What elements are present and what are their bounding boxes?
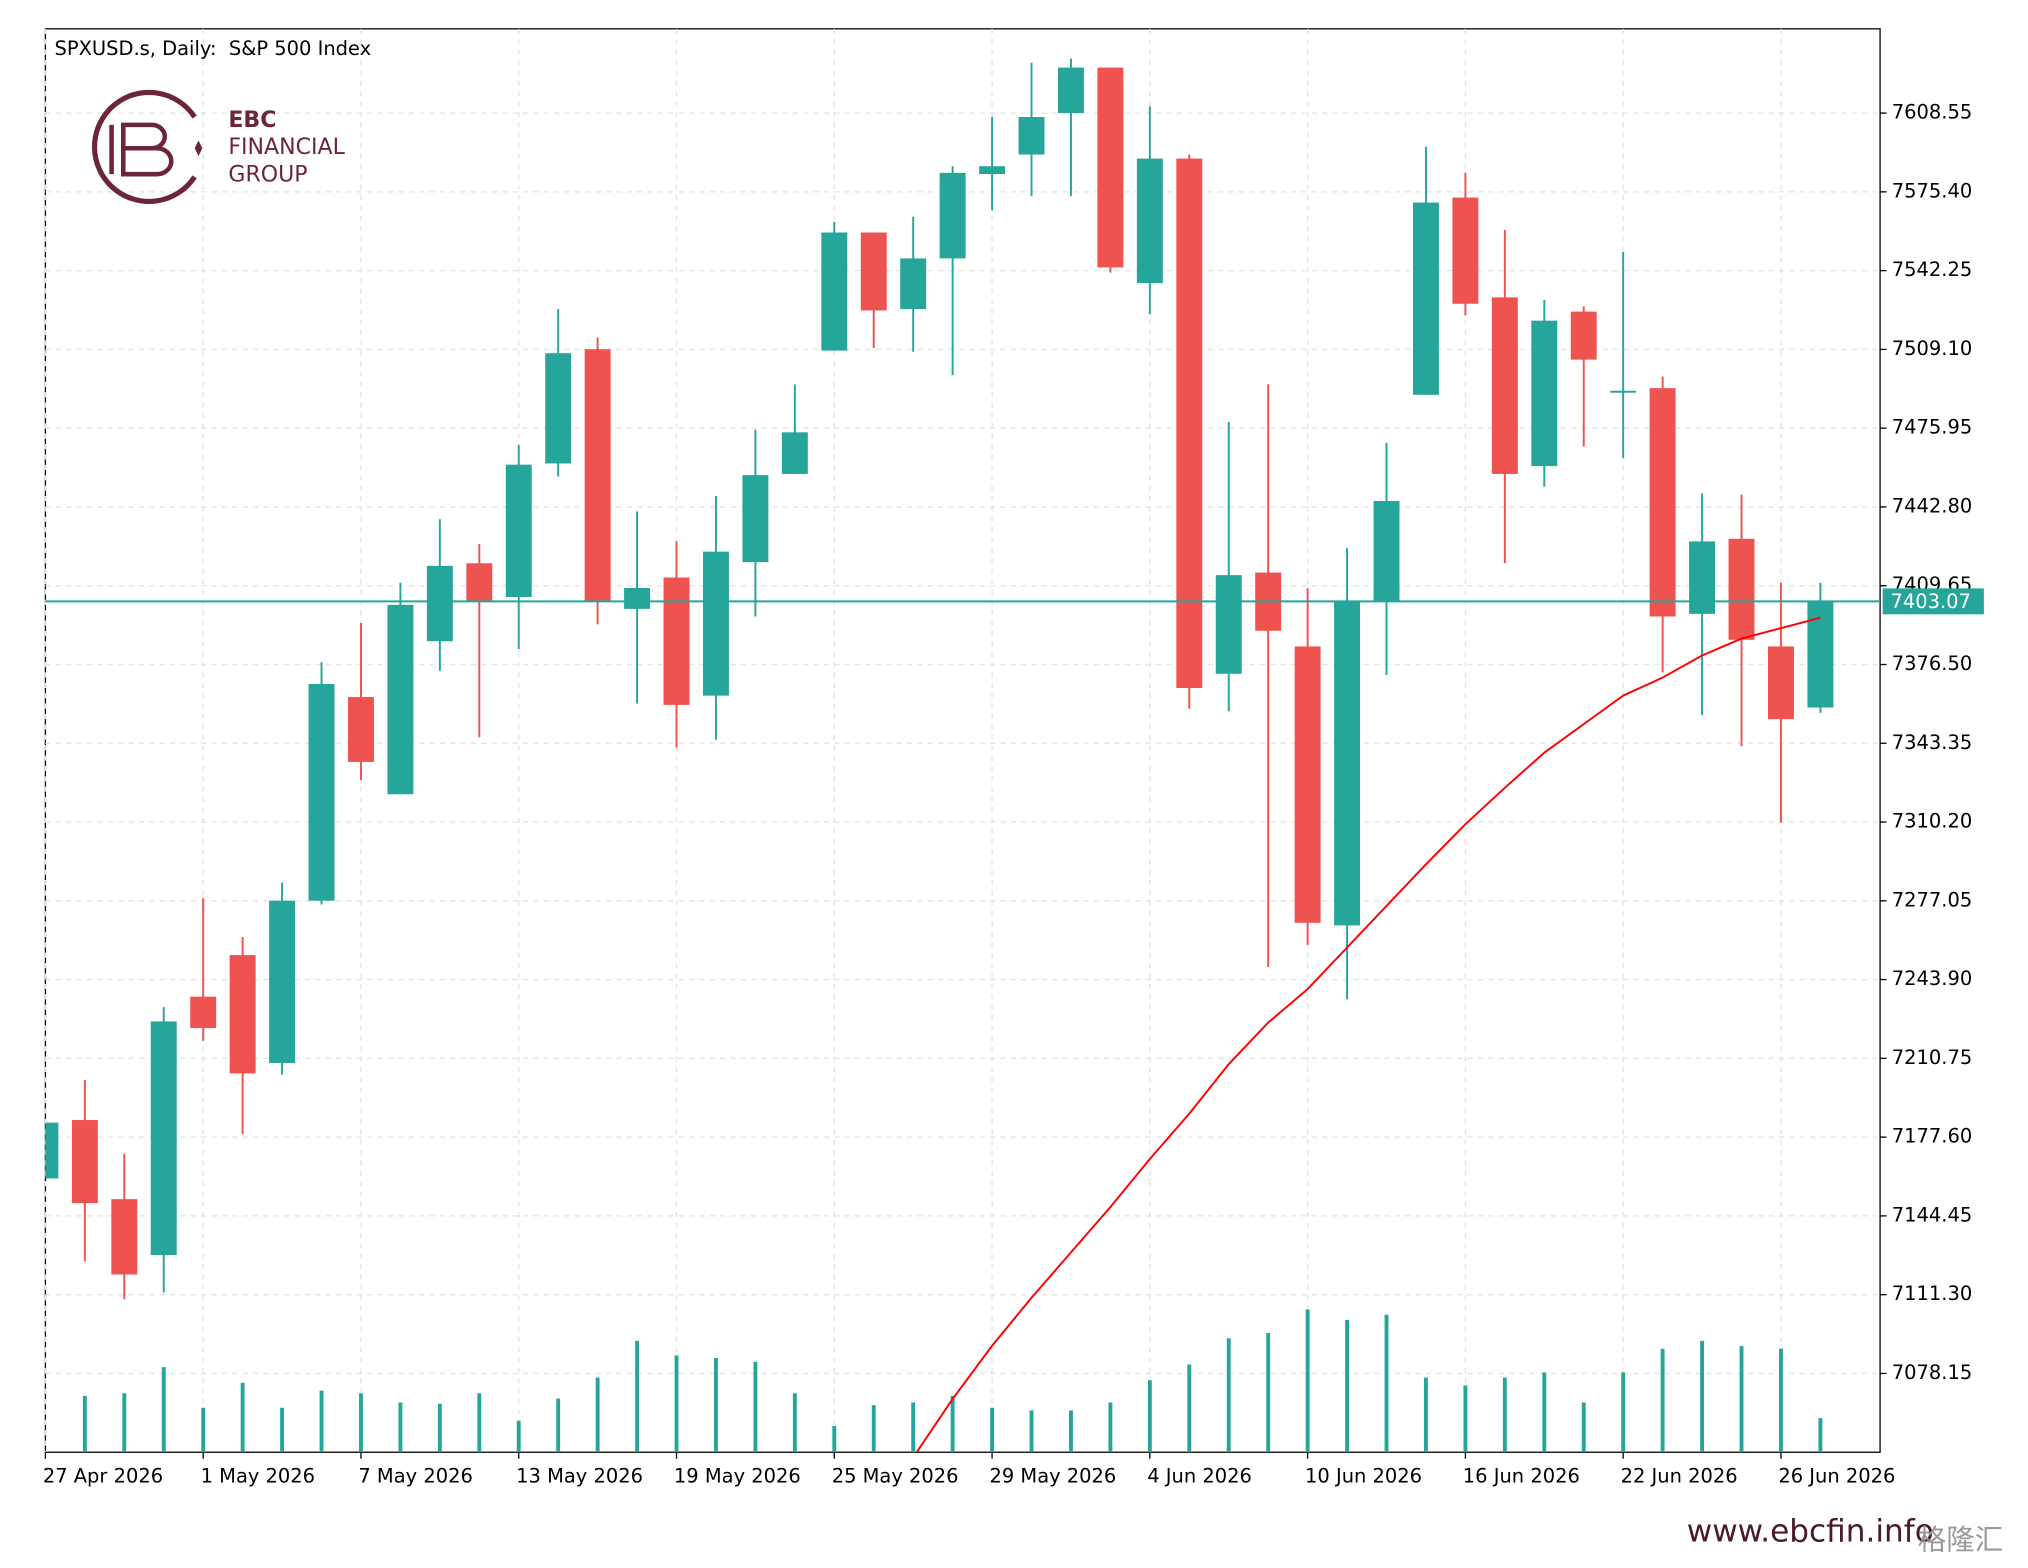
y-tick-label: 7509.10: [1892, 337, 1972, 360]
x-tick-label: 26 Jun 2026: [1778, 1464, 1895, 1487]
candle-body: [45, 1122, 59, 1179]
y-tick-label: 7277.05: [1892, 888, 1972, 911]
logo-b: [109, 122, 174, 177]
chart-title: SPXUSD.s, Daily: S&P 500 Index: [54, 37, 371, 60]
candle-body: [781, 432, 808, 474]
moving-average: [915, 616, 1821, 1453]
candle-body: [229, 955, 256, 1074]
candle-body: [1807, 601, 1834, 708]
candle-body: [1176, 158, 1203, 689]
x-tick-label: 7 May 2026: [358, 1464, 472, 1487]
y-tick-label: 7243.90: [1892, 967, 1972, 990]
candle-body: [979, 166, 1006, 175]
watermark-source: 格隆汇: [1918, 1524, 2004, 1557]
y-tick-label: 7210.75: [1892, 1046, 1972, 1069]
candle-body: [1610, 390, 1637, 393]
candle-body: [111, 1199, 138, 1275]
y-tick-label: 7310.20: [1892, 810, 1972, 833]
candle-body: [1097, 67, 1124, 268]
y-tick-label: 7575.40: [1892, 179, 1972, 202]
y-tick-label: 7177.60: [1892, 1125, 1972, 1148]
watermark-url: www.ebcfin.info: [1687, 1514, 1934, 1550]
logo-text: GROUP: [228, 162, 307, 187]
candle-body: [663, 577, 690, 705]
logo: EBC FINANCIAL GROUP: [91, 89, 346, 205]
candle-body: [1215, 575, 1242, 674]
candle-body: [860, 232, 887, 311]
x-tick-label: 4 Jun 2026: [1147, 1464, 1252, 1487]
candle-body: [742, 475, 769, 563]
candle-body: [702, 551, 729, 696]
y-tick-label: 7343.35: [1892, 731, 1972, 754]
x-tick-label: 27 Apr 2026: [43, 1464, 163, 1487]
candle-body: [584, 349, 611, 602]
y-tick-label: 7144.45: [1892, 1203, 1972, 1226]
candle-body: [1057, 67, 1084, 114]
x-tick-label: 22 Jun 2026: [1621, 1464, 1738, 1487]
candle-body: [939, 172, 966, 259]
x-tick-label: 29 May 2026: [989, 1464, 1116, 1487]
candle-body: [1531, 320, 1558, 467]
y-tick-label: 7078.15: [1892, 1361, 1972, 1384]
candle-body: [347, 697, 374, 762]
x-tick-label: 25 May 2026: [832, 1464, 959, 1487]
candle-body: [71, 1120, 98, 1204]
logo-ring: [91, 89, 197, 205]
candle-body: [1728, 538, 1755, 640]
y-tick-label: 7475.95: [1892, 416, 1972, 439]
candle-body: [900, 258, 927, 310]
candle-body: [1491, 297, 1518, 474]
candle-body: [1412, 202, 1439, 395]
candle-body: [1452, 197, 1479, 304]
candle-body: [1570, 311, 1597, 360]
x-tick-label: 1 May 2026: [201, 1464, 315, 1487]
candle-body: [426, 565, 453, 642]
candle-body: [1334, 601, 1361, 926]
y-tick-label: 7442.80: [1892, 494, 1972, 517]
candle-body: [150, 1021, 177, 1255]
candle-body: [1767, 646, 1794, 720]
y-tick-label: 7111.30: [1892, 1282, 1972, 1305]
candle-body: [545, 353, 572, 464]
candle-body: [1373, 501, 1400, 602]
last-price-box: [1882, 588, 1984, 615]
last-price-label: 7403.07: [1890, 590, 1970, 613]
logo-star: [194, 140, 203, 157]
candle-body: [624, 587, 651, 609]
logo-text: FINANCIAL: [228, 135, 345, 160]
candle-body: [1136, 158, 1163, 284]
candle-body: [821, 232, 848, 351]
candle-body: [190, 996, 217, 1029]
marks: [45, 58, 1881, 1453]
x-tick-label: 13 May 2026: [516, 1464, 643, 1487]
y-tick-label: 7376.50: [1892, 652, 1972, 675]
y-tick-label: 7542.25: [1892, 258, 1972, 281]
logo-text: EBC: [228, 108, 276, 133]
y-tick-label: 7608.55: [1892, 101, 1972, 124]
candle-body: [466, 563, 493, 602]
x-tick-label: 19 May 2026: [674, 1464, 801, 1487]
candle-body: [1018, 117, 1045, 155]
candle-body: [1649, 388, 1676, 617]
candle-body: [387, 604, 414, 795]
candle-body: [505, 464, 532, 598]
candle-body: [269, 900, 296, 1063]
x-tick-label: 10 Jun 2026: [1305, 1464, 1422, 1487]
candle-body: [308, 683, 335, 901]
candle-body: [1689, 541, 1716, 614]
x-tick-label: 16 Jun 2026: [1463, 1464, 1580, 1487]
candle-body: [1294, 646, 1321, 923]
